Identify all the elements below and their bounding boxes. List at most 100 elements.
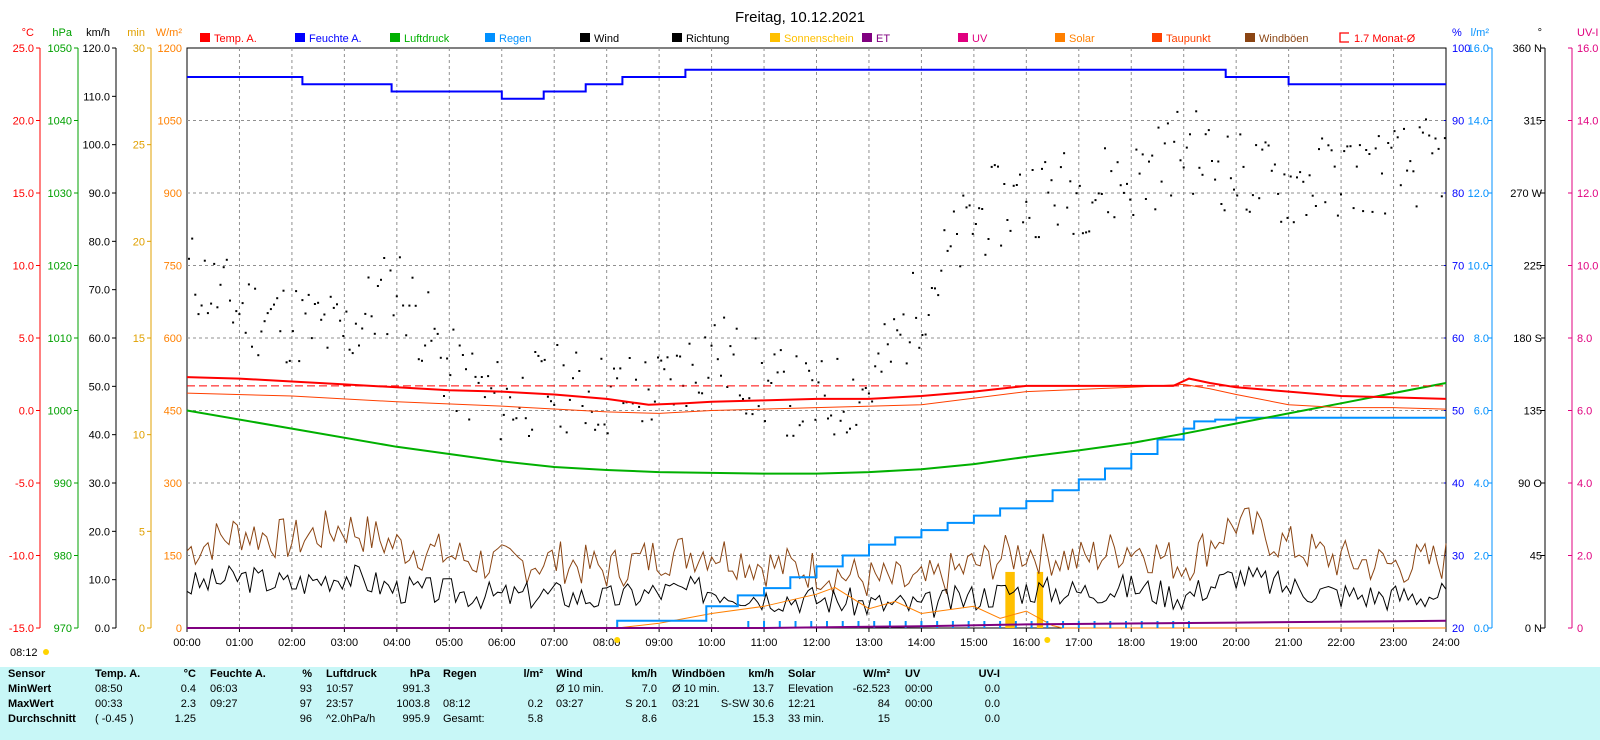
direction-point xyxy=(1355,165,1358,168)
direction-point xyxy=(550,400,552,403)
direction-point xyxy=(934,287,936,290)
stats-cell: ^2.0hPa/h xyxy=(326,713,376,725)
direction-point xyxy=(915,316,918,319)
direction-point xyxy=(540,360,543,363)
direction-point xyxy=(603,423,606,426)
direction-point xyxy=(830,414,833,417)
direction-point xyxy=(735,327,738,330)
direction-point xyxy=(701,392,704,395)
direction-point xyxy=(1031,169,1034,171)
direction-point xyxy=(263,320,266,323)
stats-cell: 8.6 xyxy=(641,713,657,725)
direction-point xyxy=(203,259,206,262)
direction-point xyxy=(269,308,272,311)
direction-point xyxy=(553,403,556,406)
time-tick-label: 02:00 xyxy=(278,637,306,649)
direction-point xyxy=(606,432,609,435)
direction-point xyxy=(266,312,269,315)
series-solar xyxy=(617,586,1446,629)
direction-point xyxy=(1015,184,1018,186)
direction-point xyxy=(332,306,335,309)
legend-swatch xyxy=(295,33,305,42)
direction-point xyxy=(575,351,578,354)
direction-point xyxy=(317,301,320,304)
direction-point xyxy=(660,359,663,362)
direction-point xyxy=(295,290,298,293)
direction-point xyxy=(1299,171,1302,174)
direction-point xyxy=(310,337,313,340)
direction-point xyxy=(798,424,801,427)
axis-tick-humidity: 80 xyxy=(1452,188,1464,200)
stats-cell: 0.4 xyxy=(180,683,196,695)
direction-point xyxy=(216,306,219,309)
direction-point xyxy=(1053,204,1056,207)
sunrise-label: 08:12 xyxy=(10,647,38,659)
direction-point xyxy=(1081,232,1084,235)
direction-point xyxy=(1012,184,1015,187)
axis-tick-wind: 20.0 xyxy=(89,526,110,538)
time-tick-label: 03:00 xyxy=(331,637,359,649)
direction-point xyxy=(635,378,637,381)
axis-tick-minutes: 20 xyxy=(133,236,145,248)
direction-point xyxy=(1399,184,1402,187)
stats-cell: 33 min. xyxy=(788,713,825,725)
direction-point xyxy=(1393,130,1396,133)
stats-cell: 03:21 xyxy=(672,698,700,710)
series-taupunkt xyxy=(186,383,1447,414)
direction-point xyxy=(354,322,357,325)
stats-cell: -62.523 xyxy=(852,683,890,695)
direction-point xyxy=(367,276,370,279)
time-tick-label: 07:00 xyxy=(540,637,568,649)
direction-point xyxy=(905,362,908,365)
legend-label: Solar xyxy=(1069,33,1095,45)
direction-point xyxy=(405,334,408,337)
direction-point xyxy=(578,370,581,372)
stats-cell: Regen xyxy=(443,668,477,680)
time-tick-label: 20:00 xyxy=(1222,637,1250,649)
direction-point xyxy=(716,358,719,361)
axis-tick-temp: 20.0 xyxy=(13,116,34,128)
legend-label: UV xyxy=(972,33,988,45)
direction-point xyxy=(499,438,502,441)
axis-tick-pressure: 1020 xyxy=(48,261,72,273)
stats-cell: 0.2 xyxy=(527,698,543,710)
direction-point xyxy=(502,413,505,416)
axis-tick-wind: 120.0 xyxy=(82,43,110,55)
direction-point xyxy=(1384,212,1387,215)
stats-cell: l/m² xyxy=(523,668,543,680)
axis-tick-direction: 0 N xyxy=(1525,623,1542,635)
direction-point xyxy=(238,313,241,316)
direction-point xyxy=(433,327,436,330)
stats-cell: Feuchte A. xyxy=(210,668,266,680)
axis-tick-rain: 2.0 xyxy=(1474,551,1489,563)
direction-point xyxy=(301,299,304,302)
direction-point xyxy=(339,319,342,322)
axis-tick-rain: 8.0 xyxy=(1474,333,1489,345)
direction-point xyxy=(1166,122,1169,125)
direction-point xyxy=(493,391,496,394)
direction-point xyxy=(229,299,231,302)
series-luftdruck xyxy=(186,382,1447,475)
axis-tick-solar: 900 xyxy=(164,188,182,200)
sunrise-marker xyxy=(43,649,49,655)
direction-point xyxy=(398,256,401,259)
direction-point xyxy=(225,258,228,261)
axis-tick-wind: 40.0 xyxy=(89,430,110,442)
axis-tick-solar: 300 xyxy=(164,478,182,490)
axis-tick-solar: 1200 xyxy=(158,43,182,55)
direction-point xyxy=(424,344,427,347)
direction-point xyxy=(395,295,398,298)
direction-point xyxy=(666,356,669,359)
direction-point xyxy=(1091,201,1094,204)
direction-point xyxy=(720,374,722,377)
direction-point xyxy=(1116,161,1119,164)
axis-unit-uv: UV-I xyxy=(1577,27,1598,39)
time-tick-label: 16:00 xyxy=(1013,637,1041,649)
legend-swatch xyxy=(580,33,590,42)
axis-tick-humidity: 50 xyxy=(1452,406,1464,418)
stats-cell: 0.0 xyxy=(984,698,1000,710)
stats-cell: UV-I xyxy=(978,668,1000,680)
direction-point xyxy=(871,400,874,403)
direction-point xyxy=(760,362,763,364)
direction-point xyxy=(376,285,379,287)
